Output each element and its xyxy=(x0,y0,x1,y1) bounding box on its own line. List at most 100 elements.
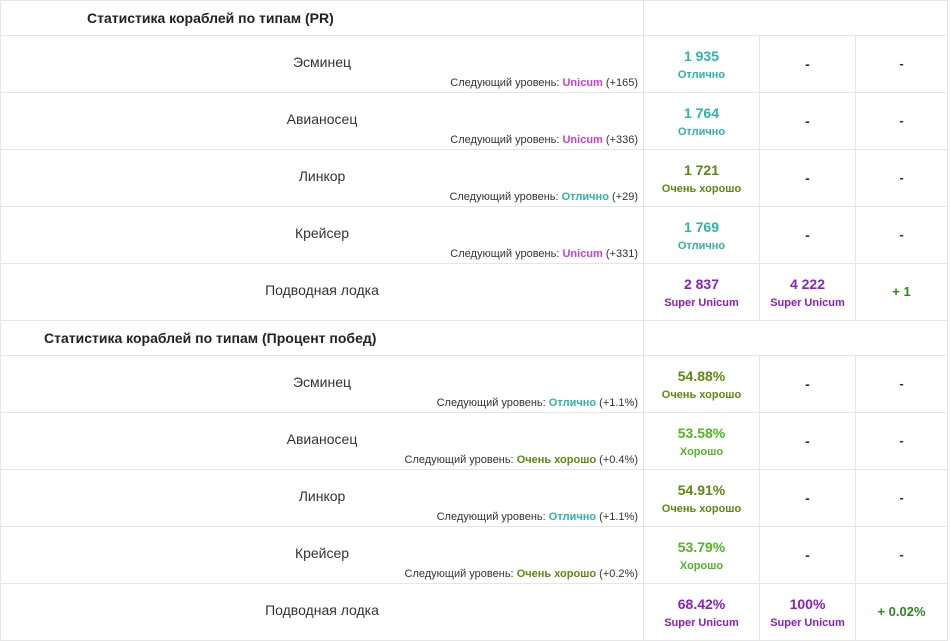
difference-value: + 0.02% xyxy=(877,604,926,619)
ship-type-row: Крейсер Следующий уровень: Unicum (+331)… xyxy=(0,206,949,264)
account-value: 2 837 xyxy=(683,275,720,292)
account-value-rating: Очень хорошо xyxy=(661,502,742,515)
account-value: 1 764 xyxy=(683,104,720,121)
difference-cell: - xyxy=(854,35,949,93)
next-level-name: Unicum xyxy=(562,77,603,89)
ship-type-name: Подводная лодка xyxy=(265,602,379,618)
ship-type-name: Авианосец xyxy=(286,431,358,447)
next-level-prefix: Следующий уровень: xyxy=(436,397,546,409)
ship-type-cell: Эсминец Следующий уровень: Отлично (+1.1… xyxy=(0,355,644,413)
account-value: 53.79% xyxy=(677,538,726,555)
difference-cell: + 1 xyxy=(854,263,949,321)
difference-value: - xyxy=(899,433,904,448)
ship-type-row: Крейсер Следующий уровень: Очень хорошо … xyxy=(0,526,949,584)
account-value: 53.58% xyxy=(677,424,726,441)
next-level-name: Отлично xyxy=(548,397,597,409)
next-level-name: Unicum xyxy=(562,248,603,260)
section-header-empty-cell xyxy=(642,0,949,36)
compare-value-rating: Super Unicum xyxy=(770,296,845,309)
next-level-delta: (+336) xyxy=(605,134,638,146)
compare-value: - xyxy=(805,170,810,186)
compare-value-cell: - xyxy=(759,526,856,584)
ship-type-name: Линкор xyxy=(298,168,346,184)
ship-type-row: Авианосец Следующий уровень: Очень хорош… xyxy=(0,412,949,470)
compare-value-cell: - xyxy=(759,35,856,93)
ship-type-cell: Подводная лодка xyxy=(0,583,644,641)
compare-value: - xyxy=(805,227,810,243)
next-level-delta: (+331) xyxy=(605,248,638,260)
ship-type-cell: Крейсер Следующий уровень: Очень хорошо … xyxy=(0,526,644,584)
account-value-cell: 1 769 Отлично xyxy=(643,206,760,264)
ship-type-row: Эсминец Следующий уровень: Unicum (+165)… xyxy=(0,35,949,93)
section-header-row: Статистика кораблей по типам (Процент по… xyxy=(0,320,949,356)
compare-value: - xyxy=(805,113,810,129)
compare-value: - xyxy=(805,376,810,392)
next-level-delta: (+165) xyxy=(605,77,638,89)
account-value-rating: Отлично xyxy=(677,239,726,252)
ship-type-cell: Авианосец Следующий уровень: Unicum (+33… xyxy=(0,92,644,150)
account-value-rating: Отлично xyxy=(677,68,726,81)
ship-type-row: Авианосец Следующий уровень: Unicum (+33… xyxy=(0,92,949,150)
ship-type-cell: Эсминец Следующий уровень: Unicum (+165) xyxy=(0,35,644,93)
next-level-delta: (+0.4%) xyxy=(599,454,638,466)
account-value-rating: Хорошо xyxy=(679,559,724,572)
account-value: 1 721 xyxy=(683,161,720,178)
section-header-empty-cell xyxy=(642,320,949,356)
compare-value: - xyxy=(805,433,810,449)
next-level-prefix: Следующий уровень: xyxy=(404,454,514,466)
difference-cell: - xyxy=(854,469,949,527)
ship-type-name: Эсминец xyxy=(292,374,352,390)
difference-value: + 1 xyxy=(892,284,911,299)
compare-value-rating: Super Unicum xyxy=(770,616,845,629)
account-value: 68.42% xyxy=(677,595,726,612)
ship-type-cell: Подводная лодка xyxy=(0,263,644,321)
compare-value-cell: - xyxy=(759,206,856,264)
difference-cell: - xyxy=(854,526,949,584)
ship-type-cell: Линкор Следующий уровень: Отлично (+1.1%… xyxy=(0,469,644,527)
compare-value-cell: 4 222 Super Unicum xyxy=(759,263,856,321)
account-value: 54.88% xyxy=(677,367,726,384)
section-title: Статистика кораблей по типам (Процент по… xyxy=(44,330,377,346)
next-level-name: Очень хорошо xyxy=(516,568,597,580)
account-value-rating: Super Unicum xyxy=(664,296,739,309)
compare-value-cell: 100% Super Unicum xyxy=(759,583,856,641)
next-level-prefix: Следующий уровень: xyxy=(449,191,559,203)
account-value-cell: 54.88% Очень хорошо xyxy=(643,355,760,413)
account-value-cell: 1 721 Очень хорошо xyxy=(643,149,760,207)
ship-type-name: Крейсер xyxy=(294,545,350,561)
account-value-rating: Super Unicum xyxy=(664,616,739,629)
ship-type-name: Авианосец xyxy=(286,111,358,127)
difference-cell: - xyxy=(854,92,949,150)
ship-type-cell: Линкор Следующий уровень: Отлично (+29) xyxy=(0,149,644,207)
account-value-rating: Очень хорошо xyxy=(661,388,742,401)
account-value-cell: 53.58% Хорошо xyxy=(643,412,760,470)
next-level-info: Следующий уровень: Unicum (+331) xyxy=(450,248,638,260)
account-value-cell: 1 764 Отлично xyxy=(643,92,760,150)
difference-cell: + 0.02% xyxy=(854,583,949,641)
account-value-cell: 54.91% Очень хорошо xyxy=(643,469,760,527)
difference-cell: - xyxy=(854,355,949,413)
next-level-info: Следующий уровень: Отлично (+1.1%) xyxy=(437,397,638,409)
compare-value: - xyxy=(805,547,810,563)
next-level-delta: (+1.1%) xyxy=(599,511,638,523)
next-level-name: Unicum xyxy=(562,134,603,146)
next-level-prefix: Следующий уровень: xyxy=(450,248,560,260)
compare-value: - xyxy=(805,490,810,506)
account-value-cell: 2 837 Super Unicum xyxy=(643,263,760,321)
next-level-name: Отлично xyxy=(548,511,597,523)
account-value-cell: 53.79% Хорошо xyxy=(643,526,760,584)
section-title-cell: Статистика кораблей по типам (PR) xyxy=(0,0,644,36)
compare-value-cell: - xyxy=(759,355,856,413)
ship-type-row: Линкор Следующий уровень: Отлично (+29) … xyxy=(0,149,949,207)
compare-value: 4 222 xyxy=(789,275,826,292)
next-level-prefix: Следующий уровень: xyxy=(450,134,560,146)
difference-value: - xyxy=(899,547,904,562)
ship-type-name: Линкор xyxy=(298,488,346,504)
difference-cell: - xyxy=(854,206,949,264)
account-value-rating: Хорошо xyxy=(679,445,724,458)
difference-value: - xyxy=(899,376,904,391)
next-level-prefix: Следующий уровень: xyxy=(404,568,514,580)
next-level-info: Следующий уровень: Очень хорошо (+0.4%) xyxy=(405,454,639,466)
